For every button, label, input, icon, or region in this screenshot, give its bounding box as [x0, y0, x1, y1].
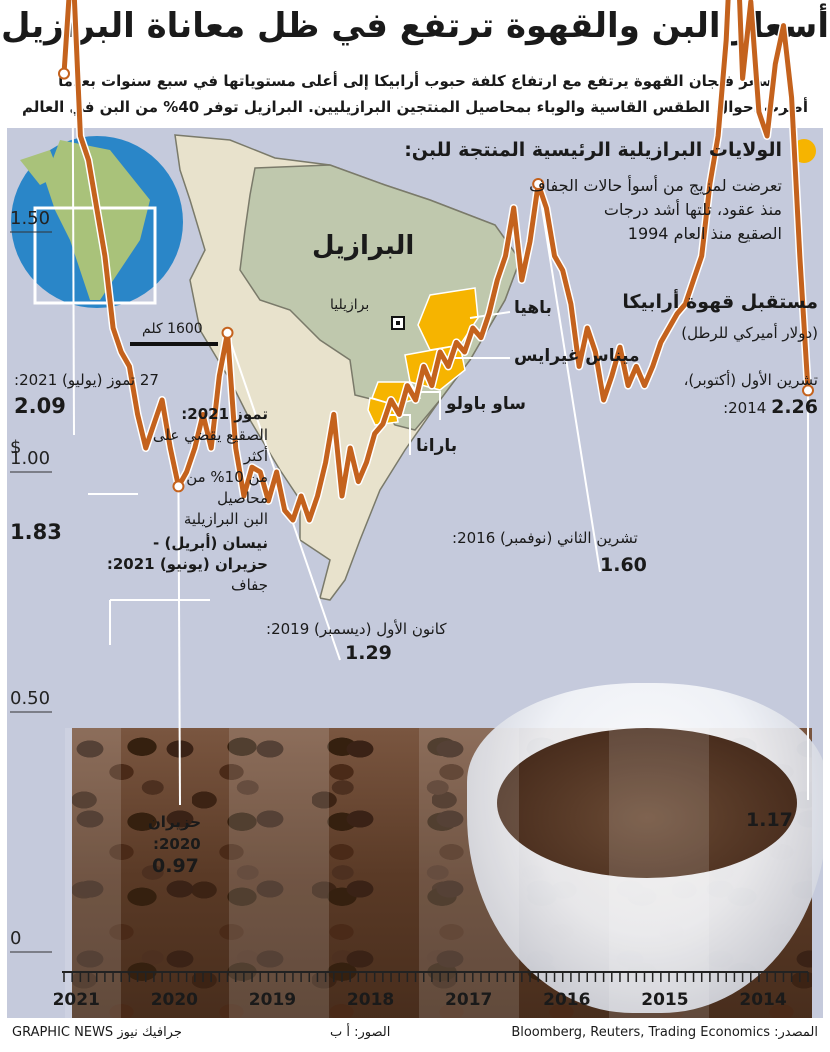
states-text-line: الصقيع منذ العام 1994: [627, 224, 782, 243]
annotation-markers: [58, 67, 814, 493]
x-tick-label: 2015: [641, 990, 689, 1010]
x-tick-label: 2021: [52, 990, 100, 1010]
point-marker: [532, 178, 545, 190]
annotation-nov2016-value: 1.60: [600, 554, 647, 576]
scale-label: 1600 كلم: [142, 321, 203, 337]
source-note: المصدر: Bloomberg, Reuters, Trading Econ…: [511, 1025, 818, 1040]
currency-symbol: $: [10, 437, 22, 458]
annotation-leader: [177, 486, 181, 806]
annotation-end-value: 1.17: [746, 809, 793, 831]
annotation-nov2016-date: تشرين الثاني (نوفمبر) 2016:: [452, 529, 638, 547]
chart-unit: (دولار أميركي للرطل): [681, 324, 818, 342]
y-tick-label: 0.50: [10, 688, 51, 709]
state-label-minas: ميناس غيرايس: [514, 346, 640, 366]
year-band: [229, 728, 329, 1018]
annotation-jun2020-year: 2020:: [153, 835, 201, 853]
x-tick-label: 2020: [150, 990, 199, 1010]
point-marker: [172, 480, 185, 493]
annotation-jul2021-date: 27 تموز (يوليو) 2021:: [14, 371, 159, 389]
annotation-dec2019-date: كانون الأول (ديسمبر) 2019:: [266, 620, 447, 638]
annotation-aprjun2021-note: نيسان (أبريل) - حزيران (يونيو) 2021: جفا…: [96, 533, 268, 596]
y-tick-label: 0: [10, 928, 22, 949]
year-band: [419, 728, 519, 1018]
annotation-aprjun2021-line: جفاف: [231, 576, 268, 594]
brand-credit: GRAPHIC NEWS جرافيك نيوز: [12, 1025, 182, 1040]
page-title: أسعار البن والقهوة ترتفع في ظل معاناة ال…: [0, 6, 830, 46]
annotation-jun2020-value: 0.97: [152, 855, 199, 877]
annotation-dec2019-value: 1.29: [345, 642, 392, 664]
x-tick-label: 2018: [346, 990, 395, 1010]
annotation-jul2021-note: تموز 2021: الصقيع يقضي على أكثر من 10% م…: [140, 404, 268, 530]
y-tick-label: 1.50: [10, 208, 51, 229]
state-label-parana: بارانا: [416, 436, 458, 456]
price-line: [61, 0, 811, 523]
x-ticks: [63, 972, 809, 982]
point-marker: [58, 67, 70, 80]
states-text-line: تعرضت لمزيج من أسوأ حالات الجفاف: [529, 176, 782, 195]
x-tick-label: 2019: [248, 990, 297, 1010]
annotation-jul2021-text: من 10% من محاصيل: [186, 468, 268, 507]
x-tick-label: 2014: [739, 990, 787, 1010]
annotation-aprjun2021-line: حزيران (يونيو) 2021:: [106, 555, 268, 573]
point-marker: [221, 326, 234, 339]
capital-marker-dot: [396, 321, 400, 325]
south-america-map: [130, 134, 521, 601]
annotation-oct2014-value: 2.26: [771, 396, 818, 418]
states-text: تعرضت لمزيج من أسوأ حالات الجفاف منذ عقو…: [529, 174, 782, 246]
subtitle: سعر فنجان القهوة يرتفع مع ارتفاع كلفة حب…: [20, 68, 810, 120]
subtitle-line-1: سعر فنجان القهوة يرتفع مع ارتفاع كلفة حب…: [58, 72, 772, 90]
annotation-oct2014-date: تشرين الأول (أكتوبر)،: [683, 371, 818, 389]
annotation-jul2021-text: البن البرازيلية: [183, 510, 268, 528]
chart-title: مستقبل قهوة أرابيكا: [622, 291, 818, 313]
state-label-bahia: باهيا: [514, 298, 552, 318]
x-tick-label: 2017: [445, 990, 493, 1010]
annotation-aprjun2021-line: نيسان (أبريل) -: [153, 534, 268, 552]
year-band: [65, 728, 121, 1018]
y-gridlines: [10, 231, 52, 953]
annotation-jun2020-month: حزيران: [148, 813, 202, 831]
capital-label: برازيليا: [330, 297, 370, 313]
annotation-oct2014: 2.26 2014:: [723, 397, 818, 419]
y-tick-label: 1.00: [10, 448, 51, 469]
annotation-jul2021-text: الصقيع يقضي على أكثر: [152, 426, 268, 465]
annotation-leader: [537, 183, 601, 573]
coffee-cup-inside: [497, 728, 797, 878]
annotation-oct2014-year: 2014:: [723, 399, 767, 417]
annotation-jul2021-heading: تموز 2021:: [181, 405, 268, 423]
annotation-jul2021-value: 2.09: [14, 394, 66, 418]
point-marker: [802, 384, 814, 397]
states-text-line: منذ عقود، تلتها أشد درجات: [603, 200, 782, 219]
globe-land: [20, 150, 60, 185]
state-label-saopaulo: ساو باولو: [446, 394, 526, 414]
annotation-start-value: 1.83: [10, 520, 62, 544]
year-band: [609, 728, 709, 1018]
photo-credit: الصور: أ ب: [330, 1025, 391, 1040]
x-tick-label: 2016: [543, 990, 591, 1010]
states-heading: الولايات البرازيلية الرئيسية المنتجة للب…: [404, 139, 782, 161]
leader-parana: [385, 414, 411, 455]
subtitle-line-2: أضرت أحوال الطقس القاسية والوباء بمحاصيل…: [21, 98, 809, 116]
country-label: البرازيل: [312, 231, 415, 261]
